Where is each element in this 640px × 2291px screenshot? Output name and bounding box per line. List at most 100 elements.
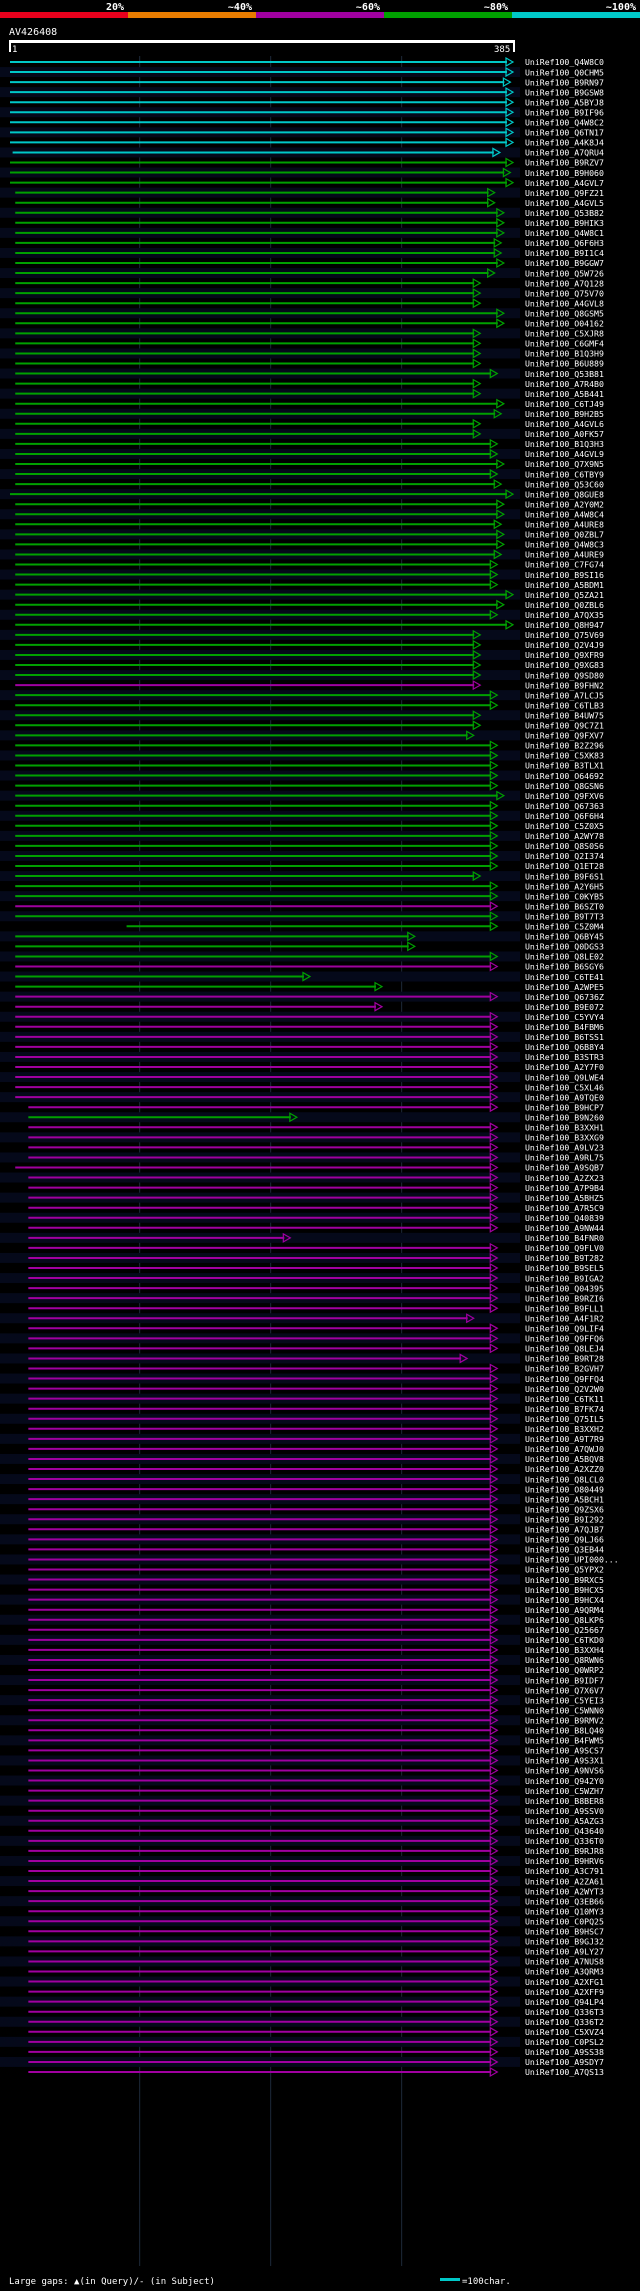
hit-row[interactable]: UniRef100_Q2I374 xyxy=(0,850,604,861)
hit-label[interactable]: UniRef100_A2WY78 xyxy=(525,831,604,841)
hit-label[interactable]: UniRef100_A9RL75 xyxy=(525,1153,604,1163)
hit-label[interactable]: UniRef100_Q336T0 xyxy=(525,1836,604,1846)
hit-label[interactable]: UniRef100_Q75V69 xyxy=(525,630,604,640)
hit-row[interactable]: UniRef100_Q3EB66 xyxy=(0,1896,604,1906)
hit-label[interactable]: UniRef100_Q9LWE4 xyxy=(525,1072,604,1082)
hit-row[interactable]: UniRef100_B6SZT0 xyxy=(15,901,604,911)
hit-label[interactable]: UniRef100_B9FLL1 xyxy=(525,1303,604,1313)
hit-row[interactable]: UniRef100_A7LCJ5 xyxy=(0,690,604,700)
hit-label[interactable]: UniRef100_B3XXH2 xyxy=(525,1424,604,1434)
hit-row[interactable]: UniRef100_Q9C7Z1 xyxy=(15,720,604,731)
hit-row[interactable]: UniRef100_C0PQ25 xyxy=(0,1916,604,1926)
hit-row[interactable]: UniRef100_A4GVL5 xyxy=(15,197,604,208)
hit-row[interactable]: UniRef100_Q6F6H3 xyxy=(15,237,604,248)
hit-label[interactable]: UniRef100_Q942Y0 xyxy=(525,1776,604,1786)
hit-row[interactable]: UniRef100_Q5YPX2 xyxy=(28,1564,604,1575)
hit-row[interactable]: UniRef100_B4FWM5 xyxy=(0,1735,604,1746)
hit-label[interactable]: UniRef100_A4W8C4 xyxy=(525,509,604,519)
hit-label[interactable]: UniRef100_Q9SD80 xyxy=(525,670,604,680)
hit-row[interactable]: UniRef100_C5YVY4 xyxy=(0,1011,604,1022)
hit-label[interactable]: UniRef100_A9TQE0 xyxy=(525,1092,604,1102)
hit-row[interactable]: UniRef100_B9IDF7 xyxy=(0,1675,604,1685)
hit-label[interactable]: UniRef100_Q8H947 xyxy=(525,620,604,630)
hit-row[interactable]: UniRef100_B4FBM6 xyxy=(15,1021,604,1032)
hit-row[interactable]: UniRef100_A2ZX23 xyxy=(0,1172,604,1183)
hit-label[interactable]: UniRef100_Q6B8Y4 xyxy=(525,1042,604,1052)
hit-row[interactable]: UniRef100_Q0WRP2 xyxy=(28,1664,604,1675)
hit-row[interactable]: UniRef100_B9F6S1 xyxy=(0,871,604,881)
hit-row[interactable]: UniRef100_B1Q3H3 xyxy=(15,438,604,449)
hit-row[interactable]: UniRef100_Q3EB44 xyxy=(28,1544,604,1555)
hit-row[interactable]: UniRef100_A9SDY7 xyxy=(0,2056,604,2067)
hit-row[interactable]: UniRef100_B9RZV7 xyxy=(10,157,604,168)
hit-row[interactable]: UniRef100_Q9XG83 xyxy=(15,659,604,670)
hit-label[interactable]: UniRef100_B1Q3H3 xyxy=(525,439,604,449)
hit-label[interactable]: UniRef100_B9E072 xyxy=(525,1002,604,1012)
hit-row[interactable]: UniRef100_B7FK74 xyxy=(28,1403,604,1414)
hit-row[interactable]: UniRef100_C6TJ49 xyxy=(15,398,604,409)
hit-label[interactable]: UniRef100_Q2V2W0 xyxy=(525,1384,604,1394)
hit-label[interactable]: UniRef100_Q9FXV7 xyxy=(525,731,604,741)
hit-row[interactable]: UniRef100_B9GJ32 xyxy=(0,1936,604,1947)
hit-row[interactable]: UniRef100_Q9FZ21 xyxy=(0,187,604,198)
hit-label[interactable]: UniRef100_B9RMV2 xyxy=(525,1715,604,1725)
hit-label[interactable]: UniRef100_C5YEI3 xyxy=(525,1695,604,1705)
hit-row[interactable]: UniRef100_A7R4B0 xyxy=(15,378,604,389)
hit-row[interactable]: UniRef100_B3XXH1 xyxy=(28,1122,604,1133)
hit-row[interactable]: UniRef100_B6TSS1 xyxy=(0,1031,604,1042)
hit-label[interactable]: UniRef100_B9HCP7 xyxy=(525,1102,604,1112)
hit-label[interactable]: UniRef100_B6U889 xyxy=(525,359,604,369)
hit-row[interactable]: UniRef100_Q336T0 xyxy=(0,1835,604,1846)
hit-row[interactable]: UniRef100_Q8LEJ4 xyxy=(28,1343,604,1354)
hit-label[interactable]: UniRef100_C5XK83 xyxy=(525,751,604,761)
hit-row[interactable]: UniRef100_Q8RWN6 xyxy=(0,1654,604,1665)
hit-row[interactable]: UniRef100_Q8LKP6 xyxy=(0,1614,604,1625)
hit-row[interactable]: UniRef100_B9GGW7 xyxy=(15,257,604,268)
hit-label[interactable]: UniRef100_A4URE8 xyxy=(525,520,604,530)
hit-row[interactable]: UniRef100_C5YEI3 xyxy=(0,1695,604,1705)
hit-label[interactable]: UniRef100_Q0WRP2 xyxy=(525,1665,604,1675)
hit-row[interactable]: UniRef100_Q6BY45 xyxy=(0,931,604,942)
hit-row[interactable]: UniRef100_B9N260 xyxy=(0,1112,604,1122)
hit-label[interactable]: UniRef100_A5BCH1 xyxy=(525,1494,604,1504)
hit-label[interactable]: UniRef100_A3C791 xyxy=(525,1866,604,1876)
hit-label[interactable]: UniRef100_B9I1C4 xyxy=(525,248,604,258)
hit-row[interactable]: UniRef100_B4FNR0 xyxy=(0,1232,604,1243)
hit-label[interactable]: UniRef100_Q9FFQ4 xyxy=(525,1374,604,1384)
hit-label[interactable]: UniRef100_B9F6S1 xyxy=(525,871,604,881)
hit-row[interactable]: UniRef100_A5AZG3 xyxy=(0,1815,604,1826)
hit-row[interactable]: UniRef100_Q0DGS3 xyxy=(15,941,604,952)
hit-row[interactable]: UniRef100_A9LY27 xyxy=(28,1946,604,1957)
hit-row[interactable]: UniRef100_B2GVH7 xyxy=(28,1363,604,1374)
hit-label[interactable]: UniRef100_A2ZX23 xyxy=(525,1173,604,1183)
hit-label[interactable]: UniRef100_Q04395 xyxy=(525,1283,604,1293)
hit-label[interactable]: UniRef100_Q8GSM5 xyxy=(525,308,604,318)
hit-label[interactable]: UniRef100_Q9FLV0 xyxy=(525,1243,604,1253)
hit-row[interactable]: UniRef100_B3STR3 xyxy=(0,1051,604,1062)
hit-row[interactable]: UniRef100_Q336T2 xyxy=(0,2016,604,2027)
hit-row[interactable]: UniRef100_Q9SD80 xyxy=(0,670,604,680)
hit-row[interactable]: UniRef100_B9RN97 xyxy=(10,77,604,87)
hit-row[interactable]: UniRef100_Q8S0S6 xyxy=(15,840,604,851)
hit-row[interactable]: UniRef100_C5Z0M4 xyxy=(126,921,604,932)
hit-label[interactable]: UniRef100_Q2V4J9 xyxy=(525,640,604,650)
hit-label[interactable]: UniRef100_B9RJR8 xyxy=(525,1846,604,1856)
hit-label[interactable]: UniRef100_A9SSV0 xyxy=(525,1806,604,1816)
hit-label[interactable]: UniRef100_Q0DGS3 xyxy=(525,942,604,952)
hit-label[interactable]: UniRef100_A9LV23 xyxy=(525,1143,604,1153)
hit-label[interactable]: UniRef100_A7P9B4 xyxy=(525,1183,604,1193)
hit-label[interactable]: UniRef100_A4GVL6 xyxy=(525,419,604,429)
hit-row[interactable]: UniRef100_A7Q128 xyxy=(15,278,604,288)
hit-row[interactable]: UniRef100_Q75IL5 xyxy=(0,1413,604,1424)
hit-label[interactable]: UniRef100_Q75IL5 xyxy=(525,1414,604,1424)
hit-row[interactable]: UniRef100_B9E072 xyxy=(15,1001,604,1012)
hit-row[interactable]: UniRef100_Q9FFQ4 xyxy=(0,1373,604,1384)
hit-label[interactable]: UniRef100_C6TKD0 xyxy=(525,1635,604,1645)
hit-label[interactable]: UniRef100_Q8LEJ4 xyxy=(525,1344,604,1354)
hit-label[interactable]: UniRef100_Q6F6H3 xyxy=(525,238,604,248)
hit-row[interactable]: UniRef100_Q7X9N5 xyxy=(15,458,604,469)
hit-row[interactable]: UniRef100_A5B441 xyxy=(0,388,604,399)
hit-label[interactable]: UniRef100_A2Y7F0 xyxy=(525,1062,604,1072)
hit-label[interactable]: UniRef100_B4FNR0 xyxy=(525,1233,604,1243)
hit-label[interactable]: UniRef100_B8LQ40 xyxy=(525,1726,604,1736)
